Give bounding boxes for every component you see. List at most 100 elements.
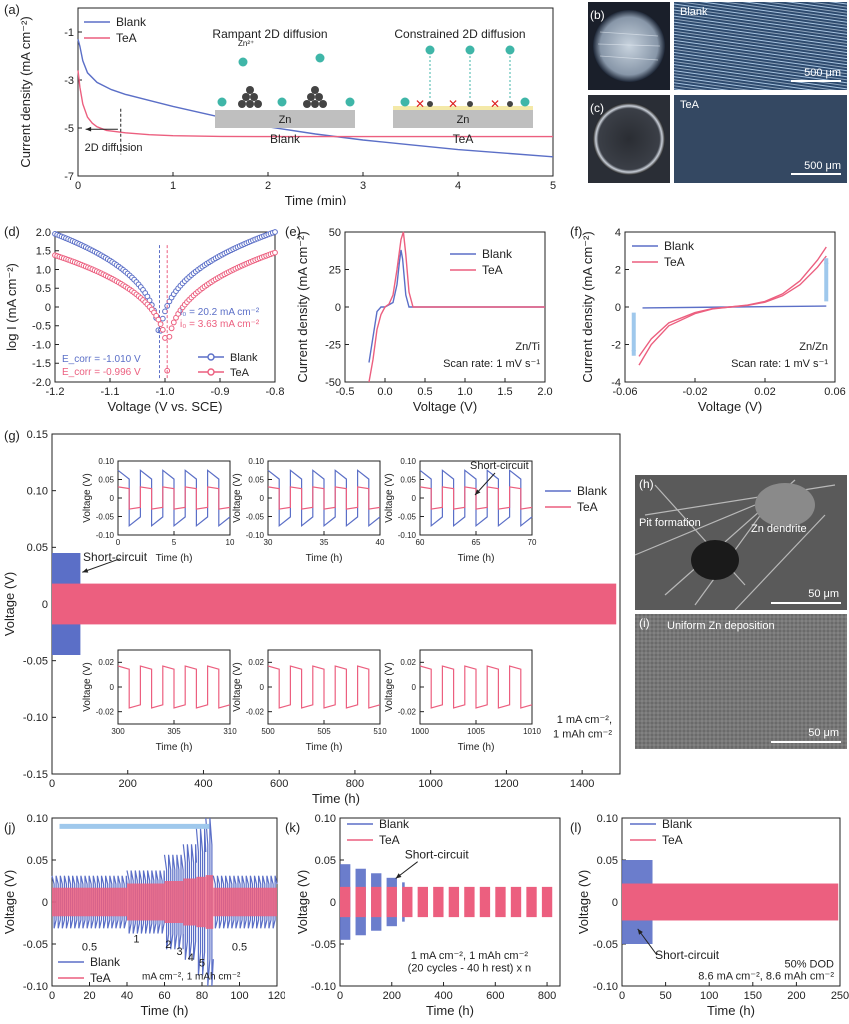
- legend-entry-tea: TeA: [90, 971, 111, 985]
- y-tick-label: -0.05: [398, 512, 417, 521]
- x-tick-label: 0: [49, 778, 55, 790]
- tea-block: [526, 886, 537, 918]
- photo-h-label: (h): [639, 477, 654, 491]
- x-axis-label: Voltage (V vs. SCE): [108, 399, 223, 414]
- annotation-conditions: mA cm⁻², 1 mAh cm⁻²: [142, 971, 241, 982]
- sem-h-graphic: [634, 475, 847, 611]
- y-tick-label: 0.02: [248, 658, 264, 667]
- annotation-conditions: 8.6 mA cm⁻², 8.6 mAh cm⁻²: [698, 970, 834, 982]
- tea-block: [386, 886, 397, 918]
- short-circuit-arrow-head: [82, 568, 89, 573]
- step-1-blank: [126, 870, 166, 934]
- x-tick-label: 5: [172, 538, 177, 547]
- legend-entry-tea: TeA: [662, 833, 683, 847]
- y-tick-label: -2: [611, 339, 621, 351]
- zn-label: Zn: [279, 114, 292, 126]
- x-tick-label: 40: [376, 538, 385, 547]
- short-circuit-arrow-head: [637, 928, 643, 935]
- x-tick-label: 200: [119, 778, 137, 790]
- x-tick-label: -0.8: [266, 386, 285, 398]
- y-tick-label: -0.02: [246, 707, 265, 716]
- short-circuit-arrow-head: [395, 873, 402, 879]
- x-axis-label: Time (h): [141, 1003, 189, 1018]
- y-tick-label: 0: [260, 683, 265, 692]
- x-tick-label: 300: [111, 727, 125, 736]
- inset-series-tea: [267, 665, 381, 709]
- y-tick-label: 1.0: [36, 264, 51, 276]
- x-axis-label: Time (h): [458, 553, 495, 564]
- y-tick-label: -0.05: [23, 939, 48, 951]
- scale-bar: [791, 173, 841, 175]
- y-tick-label: -0.02: [96, 707, 115, 716]
- chart-a: 0 1 2 3 4 5 -1 -3 -5 -7 Time (min) Current density …: [4, 2, 556, 205]
- tea-block: [417, 886, 428, 918]
- zn-ion: [425, 45, 435, 55]
- y-axis-label: Voltage (V): [82, 473, 93, 522]
- y-tick-label: -0.10: [246, 531, 265, 540]
- zn-atom: [246, 86, 254, 94]
- series-tea: [77, 70, 553, 138]
- inset-4: 500 505 510 0.02 0 -0.02 Time (h) Voltage (V): [232, 649, 387, 753]
- x-tick-label: 65: [472, 538, 481, 547]
- inset-series-tea: [117, 665, 231, 709]
- series-tea-return: [638, 255, 827, 357]
- y-tick-label: 0.02: [400, 658, 416, 667]
- pit-formation-label: Pit formation: [639, 517, 701, 529]
- y-tick-label: 0.10: [597, 813, 618, 825]
- i0-blank: i₀ = 20.2 mA cm⁻²: [180, 307, 260, 318]
- zn-atom: [246, 100, 254, 108]
- blocked-x-icon: ✕: [490, 97, 500, 111]
- annotation-short-circuit: Short-circuit: [83, 550, 148, 564]
- y-tick-label: 0.10: [27, 813, 48, 825]
- y-tick-label: 4: [615, 227, 621, 239]
- y-tick-label: 0.10: [98, 457, 114, 466]
- step-3-blank: [182, 844, 197, 960]
- inset-series-tea: [267, 486, 381, 510]
- x-tick-label: 200: [383, 990, 401, 1002]
- sem-i-graphic: [635, 614, 847, 749]
- y-axis-label: log I (mA cm⁻²): [4, 263, 19, 351]
- photo-panel-h: (h) Pit formation Zn dendrite 50 μm: [634, 475, 847, 611]
- x-tick-label: 30: [264, 538, 273, 547]
- y-tick-label: 0.05: [248, 475, 264, 484]
- scale-label: 50 μm: [808, 588, 839, 600]
- step-6-tea: [213, 887, 277, 917]
- x-tick-label: -0.02: [682, 386, 707, 398]
- x-tick-label: 35: [320, 538, 329, 547]
- legend-entry-tea: TeA: [116, 31, 137, 45]
- annotation-zn-zn: Zn/Zn: [799, 341, 828, 353]
- x-tick-label: 60: [416, 538, 425, 547]
- y-tick-label: -0.05: [96, 512, 115, 521]
- x-axis-label: Time (h): [426, 1003, 474, 1018]
- x-tick-label: 150: [744, 990, 762, 1002]
- y-tick-label: 50: [329, 227, 341, 239]
- x-tick-label: 510: [373, 727, 387, 736]
- annotation-current: 1 mA cm⁻²,: [557, 714, 612, 726]
- zn-ion: [465, 45, 475, 55]
- annotation-dod: 50% DOD: [784, 959, 834, 971]
- x-tick-label: 2.0: [537, 386, 552, 398]
- y-tick-label: -50: [325, 377, 341, 389]
- x-axis-label: Voltage (V): [413, 399, 477, 414]
- scale-label: 500 μm: [804, 160, 841, 172]
- y-tick-label: 0: [412, 683, 417, 692]
- anodic-arrow-head: [823, 258, 829, 264]
- legend-entry-tea: TeA: [379, 833, 400, 847]
- inset-title-rampant: Rampant 2D diffusion: [212, 27, 327, 41]
- x-tick-label: -0.06: [612, 386, 637, 398]
- y-tick-label: 0: [42, 897, 48, 909]
- tea-micrograph: [674, 95, 847, 183]
- step-0-blank: [51, 875, 128, 929]
- x-tick-label: 1400: [570, 778, 594, 790]
- y-tick-label: -1.5: [32, 358, 51, 370]
- x-tick-label: 0: [49, 990, 55, 1002]
- x-tick-label: 400: [194, 778, 212, 790]
- blank-micrograph: [674, 2, 847, 90]
- plot-frame: [77, 7, 554, 177]
- tea-block: [355, 886, 366, 918]
- zn-atom: [238, 100, 246, 108]
- y-tick-label: 1.5: [36, 246, 51, 258]
- annotation-protocol: (20 cycles - 40 h rest) x n: [408, 963, 531, 975]
- x-tick-label: 0: [337, 990, 343, 1002]
- y-tick-label: -2.0: [32, 377, 51, 389]
